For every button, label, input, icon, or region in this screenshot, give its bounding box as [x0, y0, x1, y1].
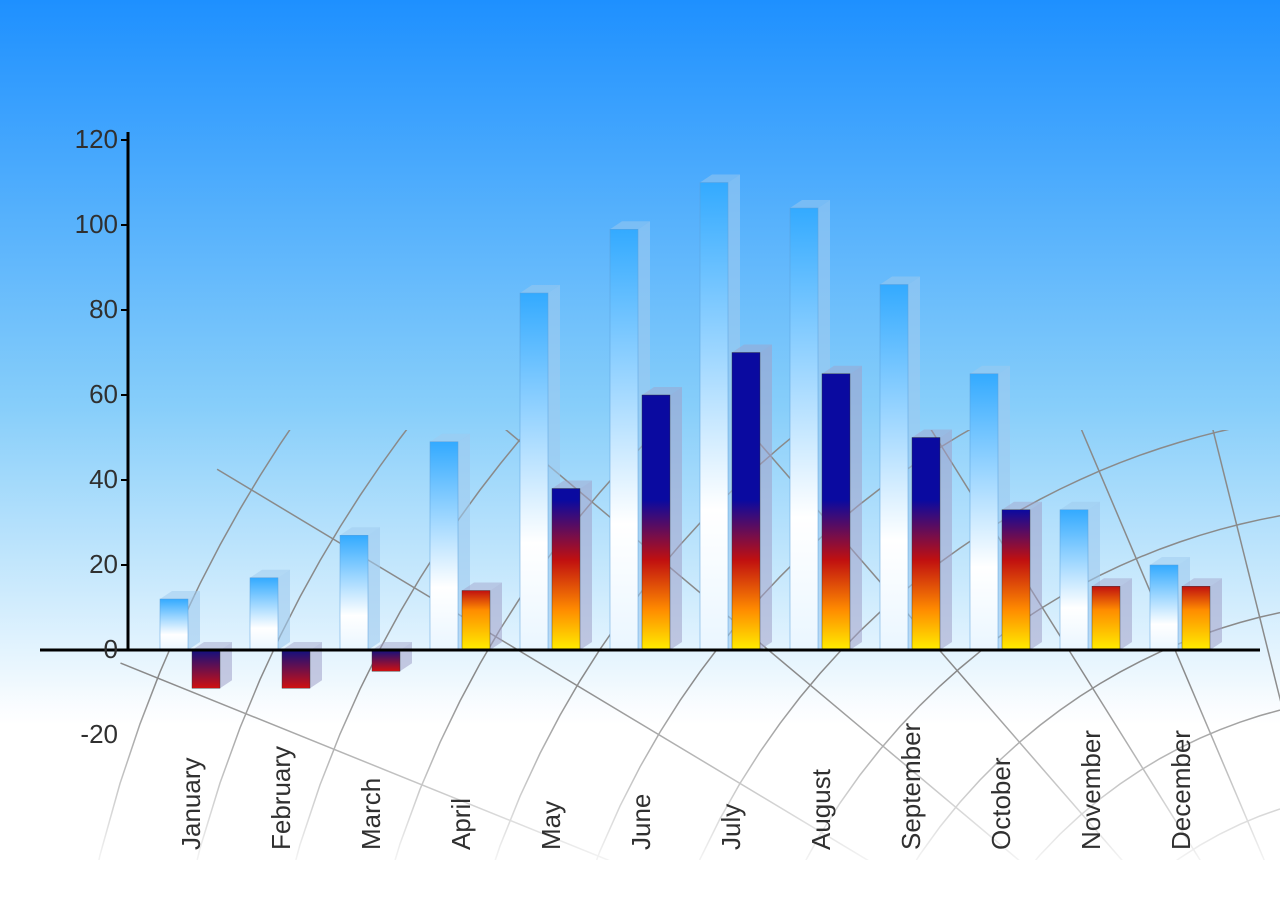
bar-hot: [1092, 586, 1120, 650]
bar-hot: [642, 395, 670, 650]
ytick-label: 20: [58, 549, 118, 580]
ytick-label: 120: [58, 124, 118, 155]
month-label: October: [986, 758, 1017, 851]
bar-blue: [340, 535, 368, 650]
month-label: January: [176, 758, 207, 851]
month-label: May: [536, 801, 567, 850]
ytick-label: 40: [58, 464, 118, 495]
ytick-label: 60: [58, 379, 118, 410]
bar-blue: [1060, 510, 1088, 650]
month-label: July: [716, 804, 747, 850]
bar-hot: [372, 650, 400, 671]
ytick-label: -20: [58, 719, 118, 750]
month-label: November: [1076, 730, 1107, 850]
bar-blue: [250, 578, 278, 650]
month-label: December: [1166, 730, 1197, 850]
bar-hot: [282, 650, 310, 688]
bar-hot: [552, 489, 580, 651]
bar-blue: [160, 599, 188, 650]
month-label: June: [626, 794, 657, 850]
chart-stage: 120 100 80 60 40 20 0 -20 January February March Ap…: [0, 0, 1280, 905]
bar-hot: [462, 591, 490, 651]
ytick-label: 100: [58, 209, 118, 240]
ytick-label: 80: [58, 294, 118, 325]
bar-blue: [700, 183, 728, 651]
bar-blue: [970, 374, 998, 650]
bar-blue: [520, 293, 548, 650]
month-label: February: [266, 746, 297, 850]
month-label: September: [896, 723, 927, 850]
month-label: August: [806, 769, 837, 850]
bar-blue: [790, 208, 818, 650]
month-label: April: [446, 798, 477, 850]
bar-blue: [610, 229, 638, 650]
bar-hot: [192, 650, 220, 688]
month-label: March: [356, 778, 387, 850]
bar-hot: [912, 438, 940, 651]
bar-hot: [822, 374, 850, 650]
bar-hot: [732, 353, 760, 651]
bar-hot: [1002, 510, 1030, 650]
bar-blue: [430, 442, 458, 650]
bar-blue: [1150, 565, 1178, 650]
bar-hot: [1182, 586, 1210, 650]
bar-blue: [880, 285, 908, 651]
ytick-label: 0: [58, 634, 118, 665]
